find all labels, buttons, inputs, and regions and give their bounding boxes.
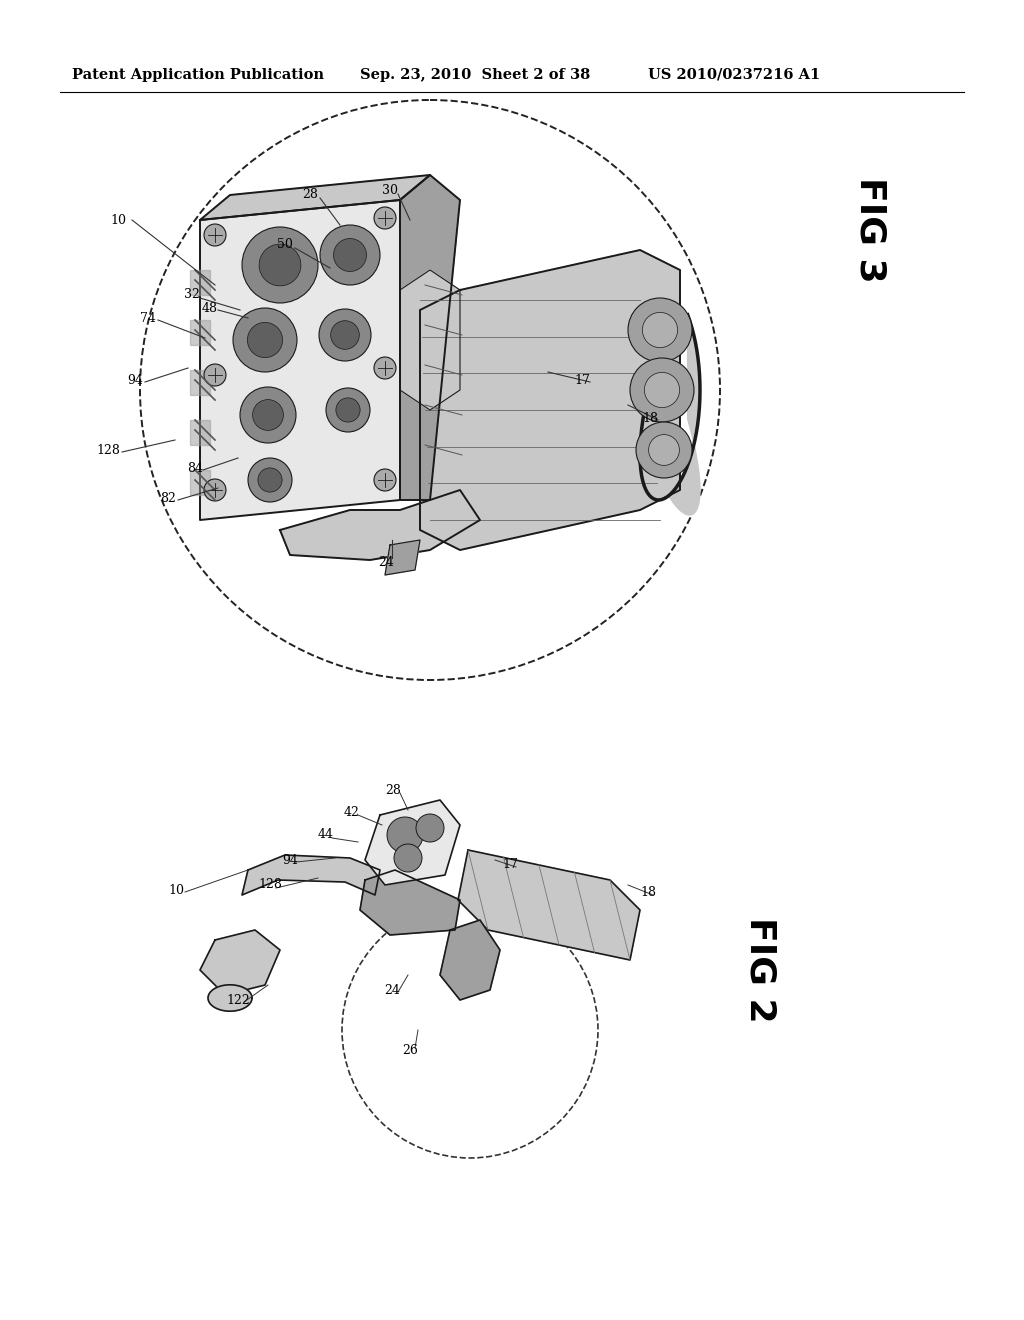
Text: 128: 128 [258, 879, 282, 891]
Text: 26: 26 [402, 1044, 418, 1056]
Text: Sep. 23, 2010  Sheet 2 of 38: Sep. 23, 2010 Sheet 2 of 38 [360, 69, 590, 82]
Text: 10: 10 [168, 883, 184, 896]
Circle shape [374, 356, 396, 379]
Circle shape [648, 434, 679, 466]
Circle shape [319, 309, 371, 360]
Circle shape [374, 469, 396, 491]
Circle shape [642, 313, 678, 347]
Polygon shape [190, 420, 210, 445]
Polygon shape [190, 319, 210, 345]
Text: 28: 28 [385, 784, 401, 796]
Circle shape [240, 387, 296, 444]
Text: 44: 44 [318, 829, 334, 842]
Text: US 2010/0237216 A1: US 2010/0237216 A1 [648, 69, 820, 82]
Polygon shape [385, 540, 420, 576]
Text: 48: 48 [202, 301, 218, 314]
Circle shape [331, 321, 359, 350]
Polygon shape [400, 176, 460, 500]
Text: 84: 84 [187, 462, 203, 474]
Polygon shape [200, 176, 430, 220]
Polygon shape [280, 490, 480, 560]
Polygon shape [200, 931, 280, 995]
Text: 82: 82 [160, 491, 176, 504]
Text: 18: 18 [642, 412, 658, 425]
Text: 94: 94 [282, 854, 298, 866]
Circle shape [253, 400, 284, 430]
Circle shape [233, 308, 297, 372]
Text: 122: 122 [226, 994, 250, 1006]
Text: 24: 24 [384, 983, 400, 997]
Circle shape [248, 458, 292, 502]
Polygon shape [360, 870, 460, 935]
Text: 30: 30 [382, 183, 398, 197]
Circle shape [248, 322, 283, 358]
Circle shape [326, 388, 370, 432]
Text: Patent Application Publication: Patent Application Publication [72, 69, 324, 82]
Circle shape [636, 422, 692, 478]
Text: 42: 42 [344, 805, 360, 818]
Text: 50: 50 [278, 239, 293, 252]
Polygon shape [458, 850, 640, 960]
Circle shape [204, 364, 226, 385]
Text: FIG 3: FIG 3 [853, 177, 887, 282]
Circle shape [374, 207, 396, 228]
Circle shape [319, 224, 380, 285]
Text: 17: 17 [502, 858, 518, 871]
Circle shape [628, 298, 692, 362]
Polygon shape [640, 314, 700, 515]
Circle shape [242, 227, 318, 304]
Circle shape [394, 843, 422, 873]
Text: 94: 94 [127, 374, 143, 387]
Circle shape [334, 239, 367, 272]
Text: FIG 2: FIG 2 [743, 917, 777, 1023]
Text: 28: 28 [302, 189, 317, 202]
Text: 24: 24 [378, 556, 394, 569]
Text: 74: 74 [140, 312, 156, 325]
Circle shape [630, 358, 694, 422]
Circle shape [258, 467, 282, 492]
Polygon shape [190, 271, 210, 294]
Circle shape [336, 397, 360, 422]
Polygon shape [242, 855, 380, 895]
Circle shape [259, 244, 301, 286]
Text: 18: 18 [640, 886, 656, 899]
Text: 10: 10 [110, 214, 126, 227]
Polygon shape [365, 800, 460, 884]
Circle shape [416, 814, 444, 842]
Polygon shape [420, 249, 680, 550]
Polygon shape [190, 370, 210, 395]
Polygon shape [200, 201, 400, 520]
Polygon shape [190, 470, 210, 495]
Circle shape [204, 224, 226, 246]
Text: 128: 128 [96, 444, 120, 457]
Circle shape [387, 817, 423, 853]
Circle shape [204, 479, 226, 502]
Text: 32: 32 [184, 289, 200, 301]
Circle shape [644, 372, 680, 408]
Polygon shape [208, 985, 252, 1011]
Text: 17: 17 [574, 374, 590, 387]
Polygon shape [440, 920, 500, 1001]
Polygon shape [400, 271, 460, 411]
